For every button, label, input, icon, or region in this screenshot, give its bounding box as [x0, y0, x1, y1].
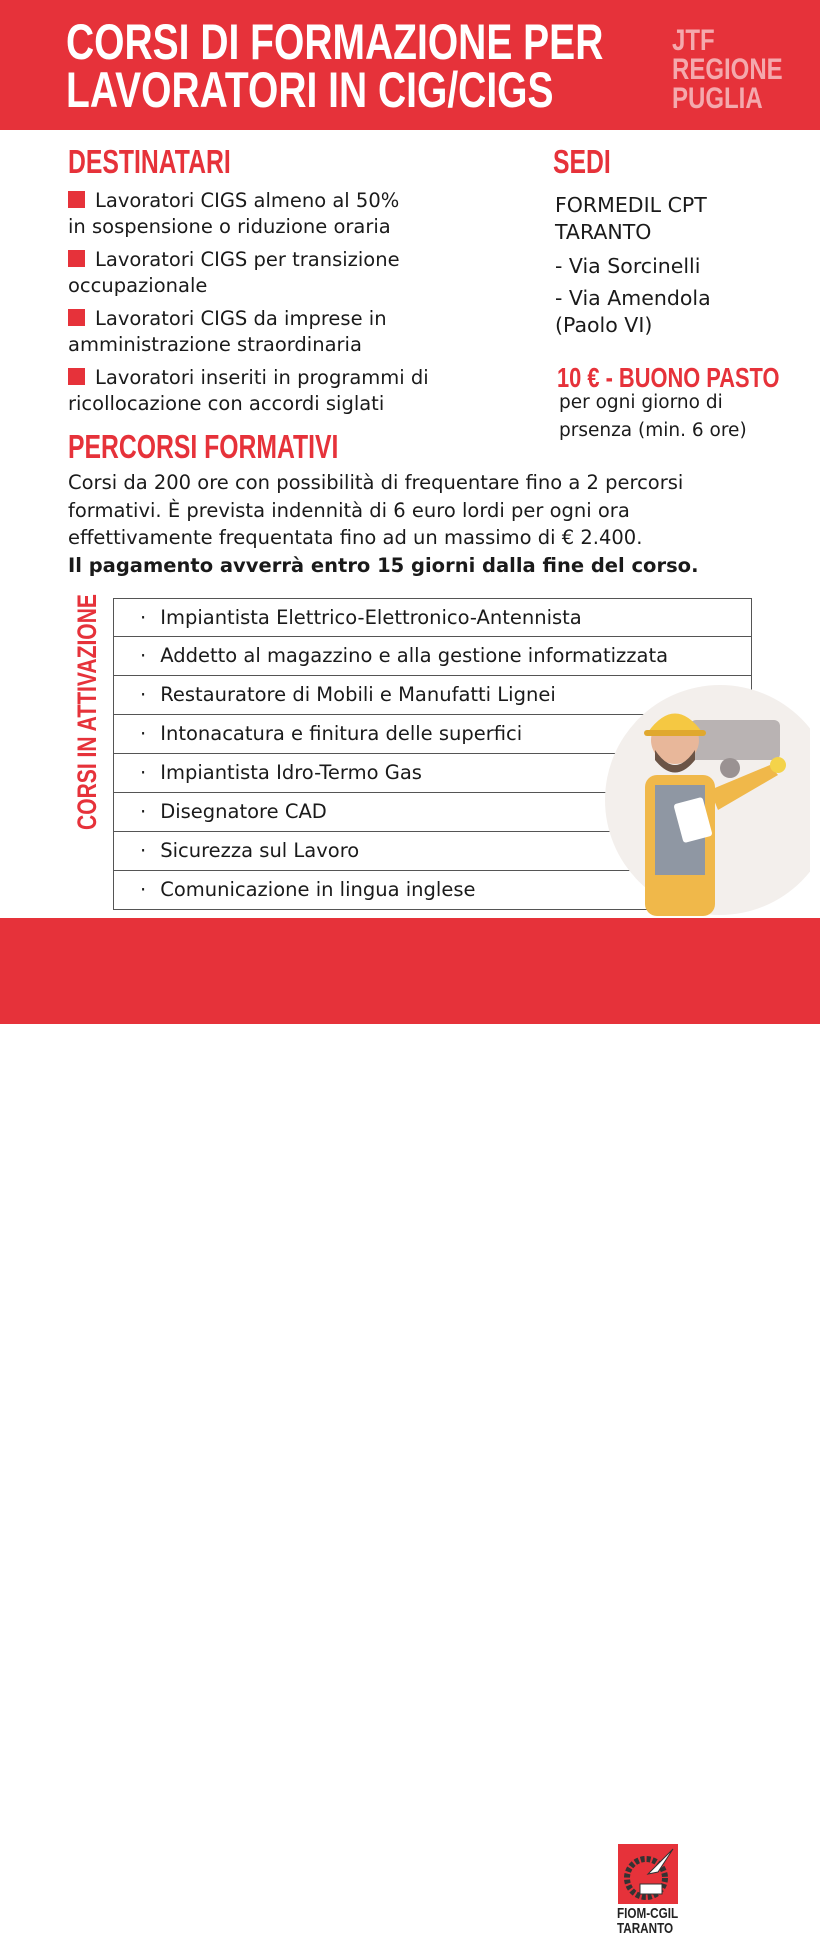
- table-row: · Addetto al magazzino e alla gestione in…: [113, 637, 752, 676]
- paragraph-line: formativi. È prevista indennità di 6 eur…: [68, 498, 630, 522]
- course-name: Intonacatura e finitura delle superfici: [160, 722, 523, 745]
- course-name: Addetto al magazzino e alla gestione inf…: [160, 644, 669, 667]
- table-row: · Restauratore di Mobili e Manufatti Lign…: [113, 676, 752, 715]
- item-text: in sospensione o riduzione oraria: [68, 215, 391, 238]
- destinatari-heading: DESTINATARI: [68, 143, 231, 180]
- percorsi-paragraph: Corsi da 200 ore con possibilità di freq…: [68, 469, 768, 579]
- item-text: ricollocazione con accordi siglati: [68, 392, 385, 415]
- bullet: ·: [140, 644, 147, 667]
- bullet: ·: [140, 606, 147, 629]
- address-line: (Paolo VI): [555, 313, 653, 337]
- tag-line: PUGLIA: [672, 82, 763, 115]
- bullet-square-icon: [68, 191, 85, 208]
- tag-line: REGIONE: [672, 53, 783, 86]
- page-title: CORSI DI FORMAZIONE PER LAVORATORI IN CIG…: [66, 14, 604, 118]
- sede-address: - Via Amendola (Paolo VI): [555, 285, 711, 339]
- bullet: ·: [140, 878, 147, 901]
- logo-line: TARANTO: [617, 1920, 674, 1937]
- logo-text: FIOM-CGIL TARANTO: [617, 1906, 678, 1936]
- item-text: occupazionale: [68, 274, 208, 297]
- sede-name-line: FORMEDIL CPT: [555, 193, 707, 217]
- item-text: Lavoratori CIGS da imprese in: [95, 307, 387, 330]
- list-item: Lavoratori CIGS da imprese in amministraz…: [68, 306, 468, 358]
- paragraph-line: Corsi da 200 ore con possibilità di freq…: [68, 471, 684, 494]
- voucher-line: prsenza (min. 6 ore): [559, 420, 747, 441]
- address-line: - Via Amendola: [555, 286, 711, 310]
- fiom-cgil-logo: FIOM-CGIL TARANTO: [597, 1836, 708, 1942]
- course-name: Disegnatore CAD: [160, 800, 327, 823]
- sede-name-line: TARANTO: [555, 220, 652, 244]
- course-name: Comunicazione in lingua inglese: [160, 878, 476, 901]
- payment-note: Il pagamento avverrà entro 15 giorni dal…: [68, 553, 699, 577]
- bullet: ·: [140, 722, 147, 745]
- item-text: Lavoratori CIGS per transizione: [95, 248, 400, 271]
- item-text: Lavoratori CIGS almeno al 50%: [95, 189, 400, 212]
- sede-address: - Via Sorcinelli: [555, 254, 701, 278]
- header-banner: CORSI DI FORMAZIONE PER LAVORATORI IN CIG…: [0, 0, 820, 130]
- list-item: Lavoratori CIGS almeno al 50% in sospensi…: [68, 188, 468, 240]
- courses-table: · Impiantista Elettrico-Elettronico-Anten…: [113, 598, 752, 910]
- sede-name: FORMEDIL CPT TARANTO: [555, 192, 707, 246]
- title-line: CORSI DI FORMAZIONE PER: [66, 14, 604, 70]
- bullet: ·: [140, 761, 147, 784]
- bullet-square-icon: [68, 368, 85, 385]
- voucher-line: per ogni giorno di: [559, 392, 723, 413]
- course-name: Impiantista Elettrico-Elettronico-Antenn…: [160, 606, 582, 629]
- bullet-square-icon: [68, 309, 85, 326]
- course-name: Restauratore di Mobili e Manufatti Ligne…: [160, 683, 556, 706]
- bullet: ·: [140, 683, 147, 706]
- list-item: Lavoratori inseriti in programmi di ricol…: [68, 365, 468, 417]
- bullet: ·: [140, 800, 147, 823]
- footer-banner: CHIEDI AL TUO DELEGATO FIOM FIOM-CGIL TAR…: [0, 918, 820, 1942]
- table-row: · Impiantista Elettrico-Elettronico-Anten…: [113, 598, 752, 637]
- item-text: amministrazione straordinaria: [68, 333, 362, 356]
- list-item: Lavoratori CIGS per transizione occupazio…: [68, 247, 468, 299]
- corsi-vertical-label: CORSI IN ATTIVAZIONE: [72, 594, 102, 830]
- voucher-heading: 10 € - BUONO PASTO: [557, 362, 780, 393]
- title-line: LAVORATORI IN CIG/CIGS: [66, 62, 554, 118]
- fiom-gear-icon: [618, 1844, 678, 1904]
- percorsi-heading: PERCORSI FORMATIVI: [68, 428, 339, 465]
- course-name: Sicurezza sul Lavoro: [160, 839, 360, 862]
- sedi-heading: SEDI: [553, 143, 611, 180]
- logo-line: FIOM-CGIL: [617, 1905, 679, 1922]
- tag-line: JTF: [672, 24, 715, 57]
- worker-illustration: [605, 685, 810, 916]
- course-name: Impiantista Idro-Termo Gas: [160, 761, 422, 784]
- bullet-square-icon: [68, 250, 85, 267]
- cta-text: CHIEDI AL TUO DELEGATO FIOM: [62, 1868, 586, 1917]
- item-text: Lavoratori inseriti in programmi di: [95, 366, 429, 389]
- voucher-text: per ogni giorno di prsenza (min. 6 ore): [559, 389, 747, 445]
- paragraph-line: effettivamente frequentata fino ad un ma…: [68, 526, 643, 549]
- region-tag: JTF REGIONE PUGLIA: [672, 24, 783, 115]
- bullet: ·: [140, 839, 147, 862]
